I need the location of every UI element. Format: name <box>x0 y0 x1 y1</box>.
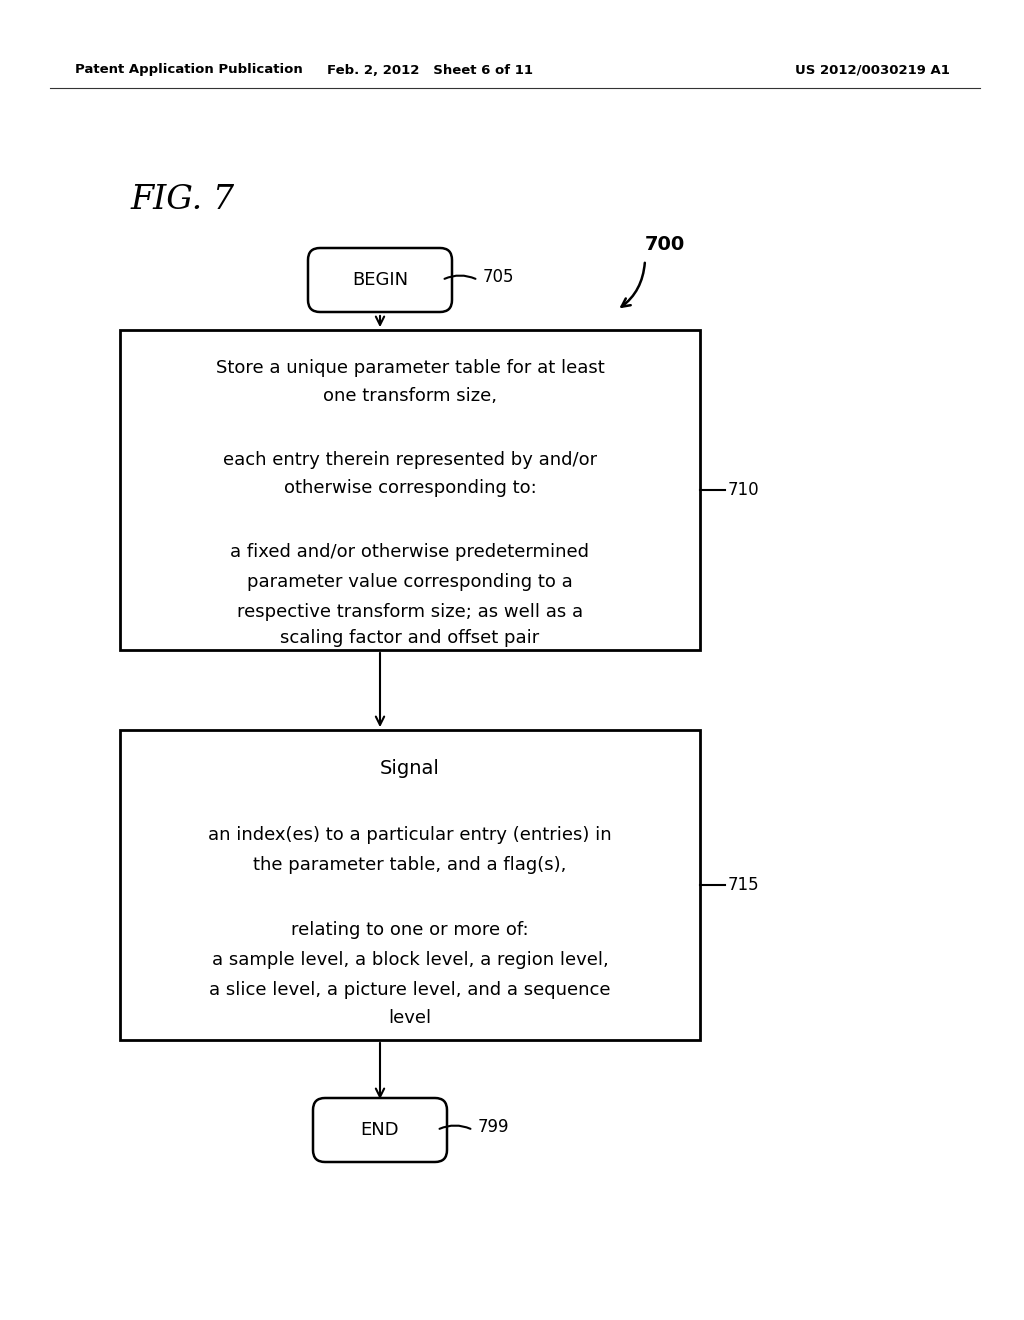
Text: US 2012/0030219 A1: US 2012/0030219 A1 <box>795 63 950 77</box>
Text: a fixed and/or otherwise predetermined: a fixed and/or otherwise predetermined <box>230 543 590 561</box>
Text: respective transform size; as well as a: respective transform size; as well as a <box>237 603 583 620</box>
Text: END: END <box>360 1121 399 1139</box>
Text: Patent Application Publication: Patent Application Publication <box>75 63 303 77</box>
Bar <box>120 730 700 1040</box>
Text: the parameter table, and a flag(s),: the parameter table, and a flag(s), <box>253 855 566 874</box>
Text: Signal: Signal <box>380 759 440 777</box>
Text: 700: 700 <box>645 235 685 255</box>
Text: a slice level, a picture level, and a sequence: a slice level, a picture level, and a se… <box>209 981 610 999</box>
Text: 799: 799 <box>478 1118 510 1137</box>
Text: 710: 710 <box>728 480 760 499</box>
Text: one transform size,: one transform size, <box>323 387 497 405</box>
Text: a sample level, a block level, a region level,: a sample level, a block level, a region … <box>212 950 608 969</box>
Bar <box>120 330 700 649</box>
Text: scaling factor and offset pair: scaling factor and offset pair <box>281 630 540 647</box>
Text: level: level <box>388 1008 431 1027</box>
FancyBboxPatch shape <box>308 248 452 312</box>
Text: 715: 715 <box>728 876 760 894</box>
Text: parameter value corresponding to a: parameter value corresponding to a <box>247 573 572 591</box>
Text: FIG. 7: FIG. 7 <box>130 183 234 216</box>
Text: BEGIN: BEGIN <box>352 271 408 289</box>
Text: relating to one or more of:: relating to one or more of: <box>291 921 528 939</box>
FancyBboxPatch shape <box>313 1098 447 1162</box>
Text: 705: 705 <box>483 268 514 286</box>
Text: otherwise corresponding to:: otherwise corresponding to: <box>284 479 537 498</box>
Text: an index(es) to a particular entry (entries) in: an index(es) to a particular entry (entr… <box>208 826 611 843</box>
Text: Store a unique parameter table for at least: Store a unique parameter table for at le… <box>216 359 604 378</box>
Text: Feb. 2, 2012   Sheet 6 of 11: Feb. 2, 2012 Sheet 6 of 11 <box>327 63 534 77</box>
Text: each entry therein represented by and/or: each entry therein represented by and/or <box>223 451 597 469</box>
